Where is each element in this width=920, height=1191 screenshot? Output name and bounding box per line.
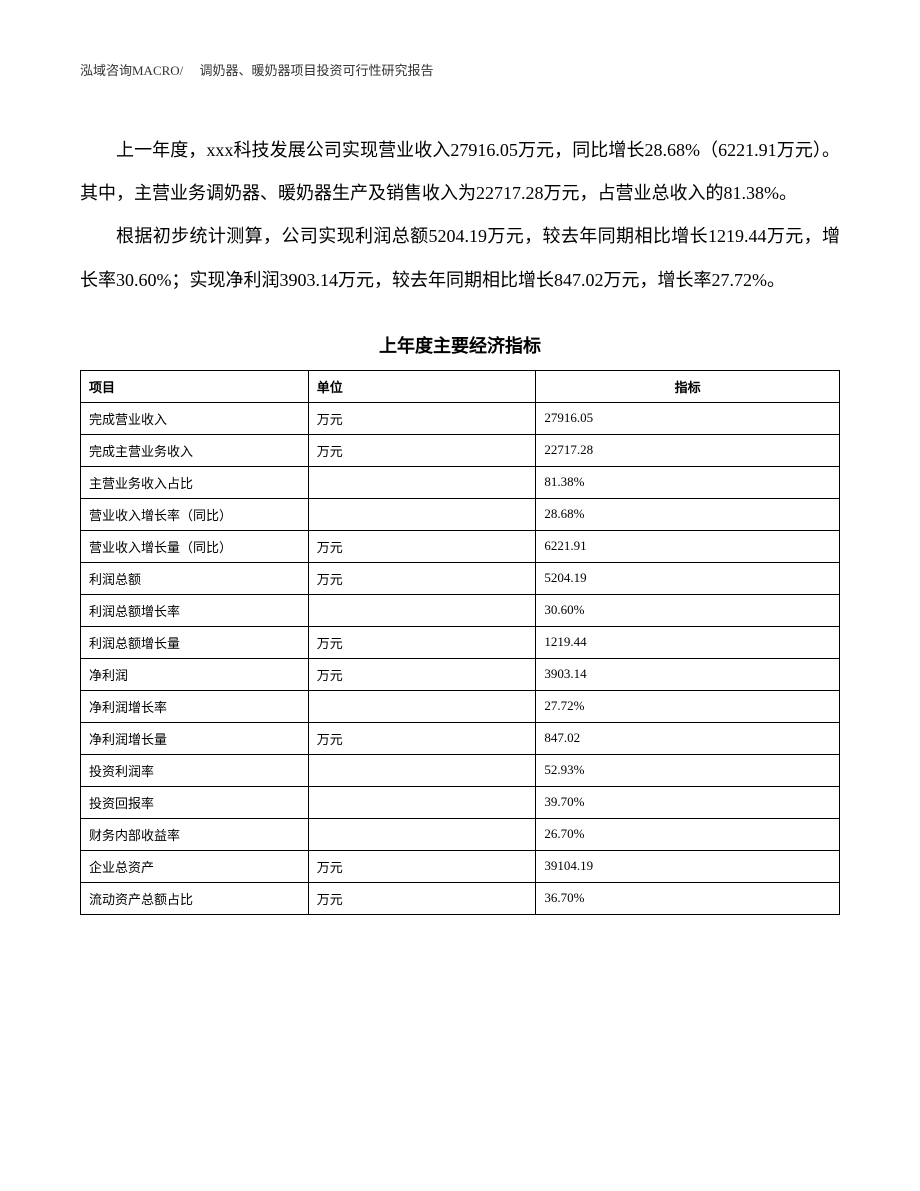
cell-value: 27.72% (536, 690, 840, 722)
cell-value: 26.70% (536, 818, 840, 850)
cell-unit: 万元 (308, 530, 536, 562)
table-row: 营业收入增长量（同比） 万元 6221.91 (81, 530, 840, 562)
cell-value: 30.60% (536, 594, 840, 626)
table-row: 净利润增长量 万元 847.02 (81, 722, 840, 754)
cell-value: 1219.44 (536, 626, 840, 658)
table-row: 主营业务收入占比 81.38% (81, 466, 840, 498)
cell-value: 22717.28 (536, 434, 840, 466)
cell-value: 27916.05 (536, 402, 840, 434)
cell-value: 5204.19 (536, 562, 840, 594)
table-row: 营业收入增长率（同比） 28.68% (81, 498, 840, 530)
cell-unit: 万元 (308, 658, 536, 690)
table-header-row: 项目 单位 指标 (81, 370, 840, 402)
table-row: 利润总额增长率 30.60% (81, 594, 840, 626)
cell-item: 流动资产总额占比 (81, 882, 309, 914)
cell-item: 净利润增长量 (81, 722, 309, 754)
cell-unit: 万元 (308, 850, 536, 882)
cell-value: 52.93% (536, 754, 840, 786)
cell-unit (308, 594, 536, 626)
cell-item: 投资回报率 (81, 786, 309, 818)
col-header-value: 指标 (536, 370, 840, 402)
cell-item: 利润总额增长率 (81, 594, 309, 626)
cell-item: 主营业务收入占比 (81, 466, 309, 498)
cell-item: 净利润 (81, 658, 309, 690)
table-row: 投资利润率 52.93% (81, 754, 840, 786)
table-row: 流动资产总额占比 万元 36.70% (81, 882, 840, 914)
page-header: 泓域咨询MACRO/ 调奶器、暖奶器项目投资可行性研究报告 (80, 60, 840, 79)
cell-unit: 万元 (308, 402, 536, 434)
cell-unit: 万元 (308, 562, 536, 594)
cell-value: 3903.14 (536, 658, 840, 690)
cell-value: 39104.19 (536, 850, 840, 882)
table-row: 完成营业收入 万元 27916.05 (81, 402, 840, 434)
table-row: 净利润 万元 3903.14 (81, 658, 840, 690)
page-container: 泓域咨询MACRO/ 调奶器、暖奶器项目投资可行性研究报告 上一年度，xxx科技… (0, 0, 920, 955)
cell-unit: 万元 (308, 722, 536, 754)
cell-value: 847.02 (536, 722, 840, 754)
table-row: 投资回报率 39.70% (81, 786, 840, 818)
cell-item: 完成主营业务收入 (81, 434, 309, 466)
cell-unit: 万元 (308, 434, 536, 466)
col-header-item: 项目 (81, 370, 309, 402)
table-body: 完成营业收入 万元 27916.05 完成主营业务收入 万元 22717.28 … (81, 402, 840, 914)
cell-unit (308, 466, 536, 498)
cell-unit: 万元 (308, 882, 536, 914)
cell-value: 81.38% (536, 466, 840, 498)
cell-item: 财务内部收益率 (81, 818, 309, 850)
table-title: 上年度主要经济指标 (80, 332, 840, 358)
cell-unit (308, 498, 536, 530)
cell-unit (308, 818, 536, 850)
cell-item: 企业总资产 (81, 850, 309, 882)
body-text-section: 上一年度，xxx科技发展公司实现营业收入27916.05万元，同比增长28.68… (80, 129, 840, 302)
cell-item: 投资利润率 (81, 754, 309, 786)
table-row: 企业总资产 万元 39104.19 (81, 850, 840, 882)
cell-item: 利润总额 (81, 562, 309, 594)
table-row: 净利润增长率 27.72% (81, 690, 840, 722)
col-header-unit: 单位 (308, 370, 536, 402)
cell-unit (308, 786, 536, 818)
cell-value: 6221.91 (536, 530, 840, 562)
table-row: 完成主营业务收入 万元 22717.28 (81, 434, 840, 466)
cell-item: 完成营业收入 (81, 402, 309, 434)
cell-unit: 万元 (308, 626, 536, 658)
cell-unit (308, 754, 536, 786)
cell-item: 营业收入增长率（同比） (81, 498, 309, 530)
cell-value: 28.68% (536, 498, 840, 530)
cell-unit (308, 690, 536, 722)
table-row: 财务内部收益率 26.70% (81, 818, 840, 850)
cell-item: 净利润增长率 (81, 690, 309, 722)
cell-item: 利润总额增长量 (81, 626, 309, 658)
table-row: 利润总额 万元 5204.19 (81, 562, 840, 594)
paragraph-1: 上一年度，xxx科技发展公司实现营业收入27916.05万元，同比增长28.68… (80, 129, 840, 215)
header-text: 泓域咨询MACRO/ 调奶器、暖奶器项目投资可行性研究报告 (80, 63, 434, 78)
paragraph-2: 根据初步统计测算，公司实现利润总额5204.19万元，较去年同期相比增长1219… (80, 215, 840, 301)
cell-item: 营业收入增长量（同比） (81, 530, 309, 562)
cell-value: 39.70% (536, 786, 840, 818)
cell-value: 36.70% (536, 882, 840, 914)
table-row: 利润总额增长量 万元 1219.44 (81, 626, 840, 658)
economic-indicators-table: 项目 单位 指标 完成营业收入 万元 27916.05 完成主营业务收入 万元 … (80, 370, 840, 915)
